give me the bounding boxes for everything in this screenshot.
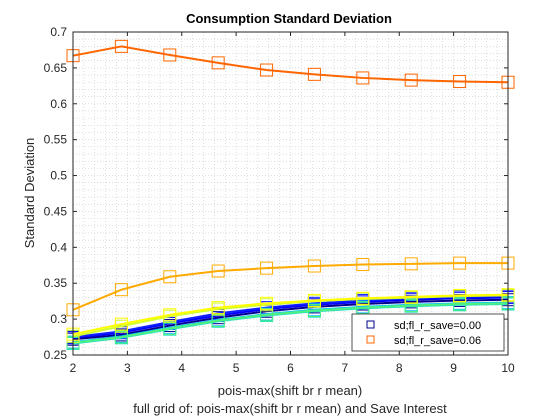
series-line — [72, 45, 509, 84]
tick-layer: 2 3 4 5 6 7 8 9 10 0.25 0.3 0.35 0.4 0.45 0.5 0.55 0.6 0.… — [44, 25, 515, 375]
legend-label: sd;fl_r_save=0.00 — [394, 320, 481, 332]
y-tick-label: 0.3 — [50, 312, 67, 326]
data-point-marker — [356, 291, 370, 305]
data-point-marker — [114, 330, 128, 344]
y-tick-label: 0.35 — [44, 276, 68, 290]
legend-marker — [366, 335, 375, 344]
data-point-marker — [307, 293, 321, 307]
x-tick-label: 9 — [450, 361, 457, 375]
y-tick-label: 0.65 — [44, 61, 68, 75]
x-tick-label: 2 — [70, 361, 77, 375]
series-line — [72, 262, 508, 311]
data-point-marker — [404, 290, 418, 304]
data-point-marker — [114, 317, 128, 331]
data-point-marker — [260, 296, 274, 310]
data-point-marker — [356, 258, 370, 272]
series-line — [72, 293, 509, 336]
data-point-marker — [260, 63, 274, 77]
data-point-marker — [404, 73, 418, 87]
series-8 — [66, 256, 515, 317]
data-point-marker — [404, 257, 418, 271]
series-line — [72, 296, 509, 339]
x-tick-label: 6 — [287, 361, 294, 375]
y-axis-label: Standard Deviation — [22, 138, 37, 249]
y-tick-label: 0.45 — [44, 204, 68, 218]
legend-entries: sd;fl_r_save=0.00 sd;fl_r_save=0.06 — [366, 320, 481, 347]
series-9 — [66, 39, 515, 89]
data-point-marker — [356, 71, 370, 85]
x-tick-label: 8 — [396, 361, 403, 375]
data-point-marker — [453, 288, 467, 302]
x-tick-label: 3 — [124, 361, 131, 375]
data-point-marker — [453, 256, 467, 270]
data-point-marker — [211, 314, 225, 328]
x-tick-label: 4 — [178, 361, 185, 375]
x-axis-label-secondary: full grid of: pois-max(shift br r mean) … — [133, 401, 447, 416]
data-point-marker — [163, 48, 177, 62]
data-point-marker — [163, 308, 177, 322]
y-tick-label: 0.25 — [44, 348, 68, 362]
y-tick-label: 0.7 — [50, 25, 67, 39]
y-tick-label: 0.5 — [50, 169, 67, 183]
legend-marker — [366, 320, 375, 329]
chart-title: Consumption Standard Deviation — [186, 11, 392, 26]
y-tick-label: 0.55 — [44, 133, 68, 147]
y-tick-label: 0.4 — [50, 240, 67, 254]
x-axis-label: pois-max(shift br r mean) — [218, 383, 362, 398]
data-point-marker — [114, 283, 128, 297]
data-point-marker — [404, 298, 418, 312]
x-tick-label: 10 — [501, 361, 515, 375]
y-tick-label: 0.6 — [50, 97, 67, 111]
legend: sd;fl_r_save=0.00 sd;fl_r_save=0.06 — [351, 313, 505, 352]
series-7 — [66, 288, 515, 341]
series-line — [72, 302, 509, 344]
x-tick-label: 5 — [233, 361, 240, 375]
data-point-marker — [307, 67, 321, 81]
x-tick-label: 7 — [342, 361, 349, 375]
data-point-marker — [211, 56, 225, 70]
legend-box — [351, 313, 505, 352]
data-point-marker — [453, 75, 467, 89]
series-layer — [66, 39, 515, 351]
series-line — [72, 298, 509, 341]
data-point-marker — [114, 39, 128, 53]
data-point-marker — [307, 259, 321, 273]
data-point-marker — [307, 303, 321, 317]
data-point-marker — [211, 301, 225, 315]
data-point-marker — [163, 270, 177, 284]
legend-label: sd;fl_r_save=0.06 — [394, 335, 481, 347]
data-point-marker — [260, 261, 274, 275]
data-point-marker — [453, 297, 467, 311]
data-point-marker — [211, 264, 225, 278]
data-point-marker — [260, 308, 274, 322]
